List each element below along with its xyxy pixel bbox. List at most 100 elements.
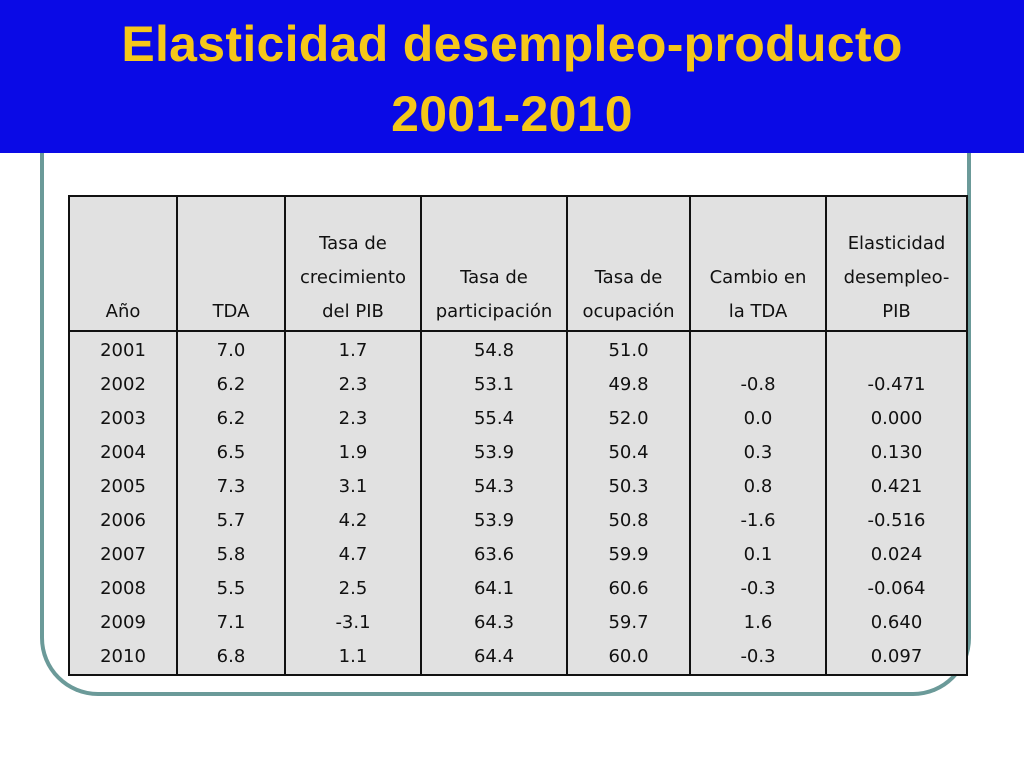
table-cell: 0.0: [689, 402, 826, 436]
column-header-line: Cambio en: [709, 267, 807, 288]
table-cell: 2010: [100, 646, 146, 667]
column-header: Cambio en la TDA: [689, 196, 826, 332]
table-cell: -0.471: [825, 368, 967, 402]
table-cell: -0.516: [825, 504, 967, 538]
table-cell: 5.5: [176, 572, 285, 606]
table-cell: -1.6: [689, 504, 826, 538]
column-header-line: del PIB: [322, 301, 384, 322]
table-row: 2006 5.7 4.2 53.9 50.8 -1.6 -0.516: [69, 504, 967, 538]
table-cell: -0.8: [689, 368, 826, 402]
slide-title-line-2: 2001-2010: [391, 86, 633, 142]
table-cell: -3.1: [284, 606, 421, 640]
table-cell: 0.421: [825, 470, 967, 504]
table-cell: 2009: [100, 612, 146, 633]
table-cell: 54.3: [420, 470, 567, 504]
table-cell: 52.0: [566, 402, 690, 436]
column-header: Tasa de crecimiento del PIB: [284, 196, 421, 332]
table-cell: 0.130: [825, 436, 967, 470]
table-cell: 50.8: [566, 504, 690, 538]
table-cell: 6.5: [176, 436, 285, 470]
table-row: 2002 6.2 2.3 53.1 49.8 -0.8 -0.471: [69, 368, 967, 402]
table-cell: 0.3: [689, 436, 826, 470]
table-cell: -0.3: [689, 572, 826, 606]
table-cell: -0.064: [825, 572, 967, 606]
table-cell: 2002: [100, 374, 146, 395]
column-header-line: Tasa de: [460, 267, 528, 288]
table-cell: [825, 331, 967, 368]
table-row: 2009 7.1 -3.1 64.3 59.7 1.6 0.640: [69, 606, 967, 640]
table-cell: 53.9: [420, 436, 567, 470]
column-header: Tasa de participación: [420, 196, 567, 332]
table-cell: -0.3: [689, 640, 826, 675]
table-cell: 0.000: [825, 402, 967, 436]
table-cell: 49.8: [566, 368, 690, 402]
table-cell: 50.3: [566, 470, 690, 504]
table-cell: 60.6: [566, 572, 690, 606]
table-row: 2010 6.8 1.1 64.4 60.0 -0.3 0.097: [69, 640, 967, 675]
table-cell: 1.9: [284, 436, 421, 470]
table-cell: 53.1: [420, 368, 567, 402]
table-cell: 50.4: [566, 436, 690, 470]
table-cell: 0.640: [825, 606, 967, 640]
table-cell: 0.1: [689, 538, 826, 572]
table-row: 2003 6.2 2.3 55.4 52.0 0.0 0.000: [69, 402, 967, 436]
table-cell: 54.8: [420, 331, 567, 368]
table-cell: 2005: [100, 476, 146, 497]
slide-frame: [40, 110, 971, 696]
column-header-line: ocupación: [582, 301, 675, 322]
column-header: Elasticidad desempleo- PIB: [825, 196, 967, 332]
table-cell: 2003: [100, 408, 146, 429]
title-bar: Elasticidad desempleo-producto 2001-2010: [0, 0, 1024, 153]
table-cell: 6.2: [176, 402, 285, 436]
column-header-line: participación: [435, 301, 553, 322]
table-cell: 64.4: [420, 640, 567, 675]
table-cell: 7.1: [176, 606, 285, 640]
column-header-line: Tasa de: [319, 233, 387, 254]
table-cell: 2007: [100, 544, 146, 565]
table-cell: 0.8: [689, 470, 826, 504]
table-cell: 1.1: [284, 640, 421, 675]
column-header-line: Elasticidad: [847, 233, 946, 254]
table-cell: 5.7: [176, 504, 285, 538]
table-cell: 7.0: [176, 331, 285, 368]
table-cell: 6.8: [176, 640, 285, 675]
column-header-line: PIB: [882, 301, 911, 322]
table-cell: 55.4: [420, 402, 567, 436]
table-cell: 59.7: [566, 606, 690, 640]
column-header-line: TDA: [212, 301, 250, 322]
column-header: TDA: [176, 196, 285, 332]
table-cell: 2006: [100, 510, 146, 531]
table-body: 2001 7.0 1.7 54.8 51.0 2002 6.2 2.3 53.1 49.8 -0.8…: [69, 331, 967, 675]
column-header: Año: [69, 196, 177, 332]
table-row: 2004 6.5 1.9 53.9 50.4 0.3 0.130: [69, 436, 967, 470]
column-header-line: Año: [105, 301, 141, 322]
table-cell: 6.2: [176, 368, 285, 402]
table-cell: 2.3: [284, 368, 421, 402]
slide-title-line-1: Elasticidad desempleo-producto: [121, 16, 903, 72]
table-row: 2007 5.8 4.7 63.6 59.9 0.1 0.024: [69, 538, 967, 572]
table-cell: 63.6: [420, 538, 567, 572]
table-cell: 60.0: [566, 640, 690, 675]
column-header-line: desempleo-: [843, 267, 950, 288]
column-header-line: Tasa de: [594, 267, 663, 288]
table-cell: 2004: [100, 442, 146, 463]
table-cell: 64.3: [420, 606, 567, 640]
table-row: 2001 7.0 1.7 54.8 51.0: [69, 331, 967, 368]
table-cell: 2001: [100, 340, 146, 361]
table-row: 2008 5.5 2.5 64.1 60.6 -0.3 -0.064: [69, 572, 967, 606]
table-cell: 0.024: [825, 538, 967, 572]
table-cell: 2.5: [284, 572, 421, 606]
table-cell: 59.9: [566, 538, 690, 572]
table-cell: 2.3: [284, 402, 421, 436]
column-header-line: la TDA: [728, 301, 788, 322]
table-cell: 5.8: [176, 538, 285, 572]
table-cell: 1.6: [689, 606, 826, 640]
table-cell: 51.0: [566, 331, 690, 368]
table-cell: 4.7: [284, 538, 421, 572]
table-header-row: Año TDA Tasa de crecimiento del PIB Tasa de pa…: [69, 196, 967, 332]
table-cell: 0.097: [825, 640, 967, 675]
column-header: Tasa de ocupación: [566, 196, 690, 332]
table-cell: 7.3: [176, 470, 285, 504]
elasticity-table: Año TDA Tasa de crecimiento del PIB Tasa de pa…: [68, 195, 968, 676]
